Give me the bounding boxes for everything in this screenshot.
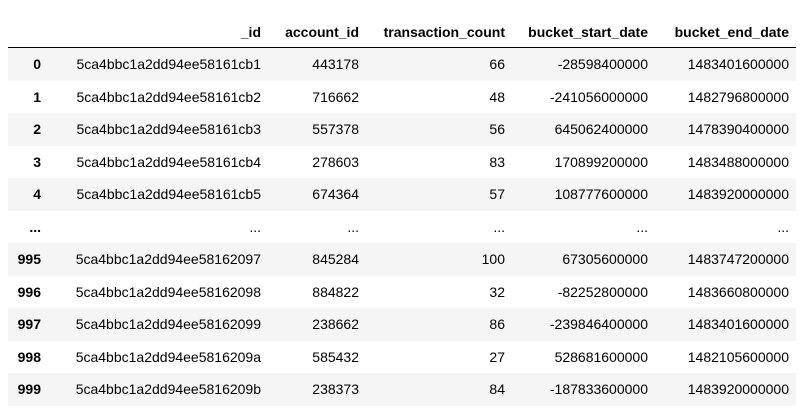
header-bucket-start-date: bucket_start_date	[512, 17, 655, 48]
row-index: 996	[17, 283, 41, 300]
bucket-end-date-cell: ...	[777, 218, 789, 235]
id-cell: ...	[249, 218, 261, 235]
table-row: 999 5ca4bbc1a2dd94ee5816209b 238373 84 -1878…	[8, 373, 796, 406]
account-id-cell: 716662	[312, 88, 359, 105]
bucket-end-date-cell: 1483660800000	[687, 283, 789, 300]
table-row: 2 5ca4bbc1a2dd94ee58161cb3 557378 56 6450624…	[8, 113, 796, 146]
table-row: 3 5ca4bbc1a2dd94ee58161cb4 278603 83 1708992…	[8, 145, 796, 178]
row-index: 0	[33, 56, 41, 72]
bucket-end-date-cell: 1483920000000	[687, 186, 789, 202]
bucket-start-date-cell: 528681600000	[554, 348, 648, 365]
table-row: 1 5ca4bbc1a2dd94ee58161cb2 716662 48 -241056…	[8, 80, 796, 113]
id-cell: 5ca4bbc1a2dd94ee58161cb2	[76, 88, 261, 105]
header-row: _id account_id transaction_count bucket_…	[8, 17, 796, 48]
account-id-cell: 884822	[312, 283, 359, 300]
table-row: 997 5ca4bbc1a2dd94ee58162099 238662 86 -2398…	[8, 308, 796, 341]
bucket-start-date-cell: -28598400000	[557, 56, 648, 72]
row-index: 995	[17, 251, 41, 267]
bucket-end-date-cell: 1483401600000	[687, 56, 789, 72]
account-id-cell: 238373	[312, 381, 359, 397]
bucket-start-date-cell: ...	[636, 218, 648, 235]
table-row: 996 5ca4bbc1a2dd94ee58162098 884822 32 -8225…	[8, 275, 796, 308]
bucket-start-date-cell: 170899200000	[554, 153, 648, 170]
table-row: 4 5ca4bbc1a2dd94ee58161cb5 674364 57 1087776…	[8, 178, 796, 211]
id-cell: 5ca4bbc1a2dd94ee58161cb5	[76, 186, 261, 202]
row-index: 3	[33, 153, 41, 170]
table-row: 998 5ca4bbc1a2dd94ee5816209a 585432 27 52868…	[8, 340, 796, 373]
id-cell: 5ca4bbc1a2dd94ee58162099	[75, 316, 261, 332]
header-id: _id	[48, 17, 268, 48]
header-bucket-end-date: bucket_end_date	[655, 17, 796, 48]
id-cell: 5ca4bbc1a2dd94ee58162097	[75, 251, 261, 267]
row-index: 2	[33, 121, 41, 137]
account-id-cell: 278603	[312, 153, 359, 170]
bucket-end-date-cell: 1483747200000	[687, 251, 789, 267]
table-row: ..................	[8, 210, 796, 243]
bucket-end-date-cell: 1483401600000	[687, 316, 789, 332]
transaction-count-cell: 100	[481, 251, 505, 267]
bucket-start-date-cell: -239846400000	[549, 316, 648, 332]
account-id-cell: 585432	[312, 348, 359, 365]
table-body: 0 5ca4bbc1a2dd94ee58161cb1 443178 66 -285984…	[8, 47, 796, 406]
account-id-cell: ...	[347, 218, 359, 235]
bucket-start-date-cell: -187833600000	[549, 381, 648, 397]
row-index: ...	[29, 218, 41, 235]
table-header: _id account_id transaction_count bucket_…	[8, 17, 796, 48]
row-index: 1	[33, 88, 41, 105]
table-row: 0 5ca4bbc1a2dd94ee58161cb1 443178 66 -285984…	[8, 47, 796, 81]
id-cell: 5ca4bbc1a2dd94ee58161cb3	[76, 121, 261, 137]
account-id-cell: 238662	[312, 316, 359, 332]
row-index: 999	[17, 381, 41, 397]
table-row: 995 5ca4bbc1a2dd94ee58162097 845284 100 6730…	[8, 243, 796, 276]
transaction-count-cell: 66	[489, 56, 505, 72]
bucket-end-date-cell: 1483488000000	[687, 153, 789, 170]
id-cell: 5ca4bbc1a2dd94ee58161cb4	[76, 153, 261, 170]
header-index	[8, 17, 48, 48]
row-index: 998	[17, 348, 41, 365]
id-cell: 5ca4bbc1a2dd94ee58161cb1	[76, 56, 261, 72]
transaction-count-cell: 83	[489, 153, 505, 170]
bucket-start-date-cell: -241056000000	[549, 88, 648, 105]
id-cell: 5ca4bbc1a2dd94ee5816209a	[75, 348, 261, 365]
bucket-end-date-cell: 1482796800000	[687, 88, 789, 105]
transaction-count-cell: 57	[489, 186, 505, 202]
header-transaction-count: transaction_count	[366, 17, 512, 48]
transaction-count-cell: 84	[489, 381, 505, 397]
transaction-count-cell: ...	[493, 218, 505, 235]
bucket-start-date-cell: 108777600000	[554, 186, 648, 202]
account-id-cell: 557378	[312, 121, 359, 137]
id-cell: 5ca4bbc1a2dd94ee5816209b	[75, 381, 261, 397]
transaction-count-cell: 48	[489, 88, 505, 105]
header-account-id: account_id	[268, 17, 366, 48]
dataframe-container: _id account_id transaction_count bucket_…	[8, 17, 796, 406]
transaction-count-cell: 27	[489, 348, 505, 365]
account-id-cell: 845284	[312, 251, 359, 267]
transaction-count-cell: 32	[489, 283, 505, 300]
transaction-count-cell: 56	[489, 121, 505, 137]
bucket-end-date-cell: 1483920000000	[687, 381, 789, 397]
row-index: 4	[33, 186, 41, 202]
bucket-start-date-cell: 67305600000	[562, 251, 648, 267]
bucket-end-date-cell: 1482105600000	[687, 348, 789, 365]
account-id-cell: 443178	[312, 56, 359, 72]
bucket-start-date-cell: 645062400000	[554, 121, 648, 137]
dataframe-table: _id account_id transaction_count bucket_…	[8, 17, 796, 406]
bucket-end-date-cell: 1478390400000	[687, 121, 789, 137]
row-index: 997	[17, 316, 41, 332]
account-id-cell: 674364	[312, 186, 359, 202]
transaction-count-cell: 86	[489, 316, 505, 332]
id-cell: 5ca4bbc1a2dd94ee58162098	[75, 283, 261, 300]
bucket-start-date-cell: -82252800000	[557, 283, 648, 300]
